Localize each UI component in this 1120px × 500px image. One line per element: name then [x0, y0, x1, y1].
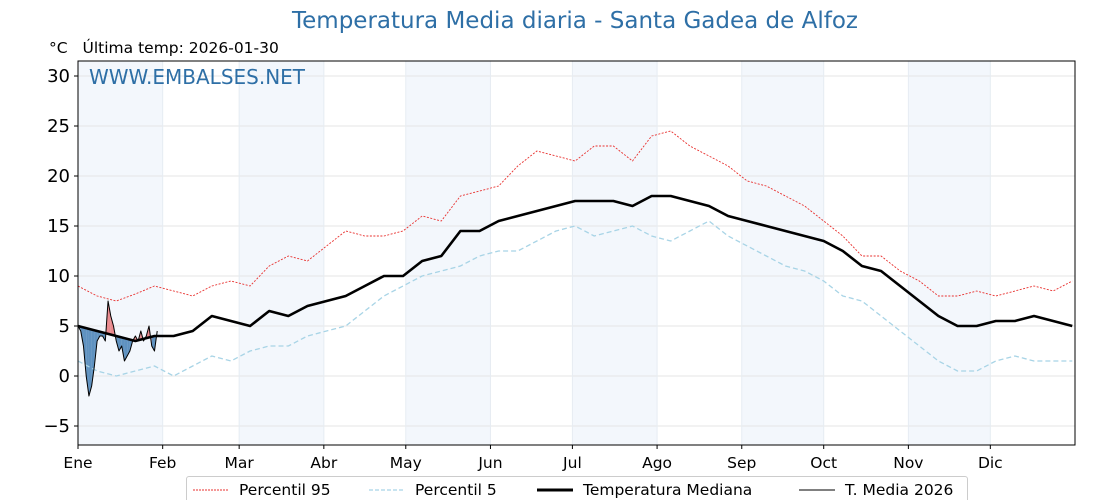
- above-median-fill: [108, 301, 111, 335]
- legend-item-p5: Percentil 5: [369, 481, 497, 499]
- month-band: [239, 61, 324, 445]
- legend-swatch-median: [537, 488, 573, 492]
- above-median-fill: [110, 316, 114, 336]
- legend-swatch-p5: [369, 489, 405, 491]
- watermark: WWW.EMBALSES.NET: [89, 65, 306, 89]
- legend-label: Temperatura Mediana: [583, 481, 753, 499]
- month-band: [405, 61, 491, 445]
- y-tick-label: 10: [47, 266, 70, 287]
- x-tick-label: Ene: [63, 454, 92, 472]
- below-median-fill: [91, 329, 95, 386]
- legend-label: Percentil 5: [415, 481, 497, 499]
- x-tick-label: Ago: [642, 454, 672, 472]
- x-tick-label: Dic: [978, 454, 1003, 472]
- last-temp-label: Última temp: 2026-01-30: [82, 39, 279, 57]
- x-tick-label: Abr: [310, 454, 337, 472]
- below-median-fill: [118, 336, 122, 351]
- y-tick-label: 0: [59, 366, 70, 387]
- month-band: [908, 61, 991, 445]
- legend-label: T. Media 2026: [845, 481, 954, 499]
- below-median-fill: [97, 331, 100, 341]
- y-tick-label: −5: [43, 416, 70, 437]
- legend-item-2026: T. Media 2026: [799, 481, 953, 499]
- legend-label: Percentil 95: [239, 481, 331, 499]
- y-tick-label: 25: [47, 116, 70, 137]
- plot-frame: [77, 60, 1076, 446]
- x-tick-label: Oct: [810, 454, 837, 472]
- x-tick-label: Jul: [562, 454, 582, 472]
- legend: Percentil 95 Percentil 5 Temperatura Med…: [186, 476, 968, 500]
- month-band: [741, 61, 824, 445]
- legend-item-p95: Percentil 95: [193, 481, 331, 499]
- y-tick-label: 20: [47, 166, 70, 187]
- subtitle: °C Última temp: 2026-01-30: [49, 39, 289, 57]
- x-tick-label: Nov: [893, 454, 923, 472]
- p5-line: [77, 220, 1073, 377]
- t-media-2026-line: [77, 300, 158, 397]
- below-median-fill: [124, 338, 128, 361]
- median-line: [77, 194, 1073, 343]
- below-median-fill: [88, 328, 92, 396]
- x-tick-label: Sep: [727, 454, 756, 472]
- legend-item-median: Temperatura Mediana: [537, 481, 752, 499]
- x-tick-label: Mar: [225, 454, 255, 472]
- x-tick-label: May: [390, 454, 422, 472]
- p95-line: [77, 130, 1073, 302]
- y-tick-label: 30: [47, 66, 70, 87]
- legend-swatch-2026: [799, 489, 835, 491]
- y-tick-label: 5: [59, 316, 70, 337]
- x-tick-label: Jun: [477, 454, 502, 472]
- x-tick-label: Feb: [149, 454, 176, 472]
- legend-swatch-p95: [193, 489, 229, 491]
- y-tick-label: 15: [47, 216, 70, 237]
- chart-title: Temperatura Media diaria - Santa Gadea d…: [292, 8, 858, 34]
- month-band: [572, 61, 658, 445]
- unit-label: °C: [49, 39, 68, 57]
